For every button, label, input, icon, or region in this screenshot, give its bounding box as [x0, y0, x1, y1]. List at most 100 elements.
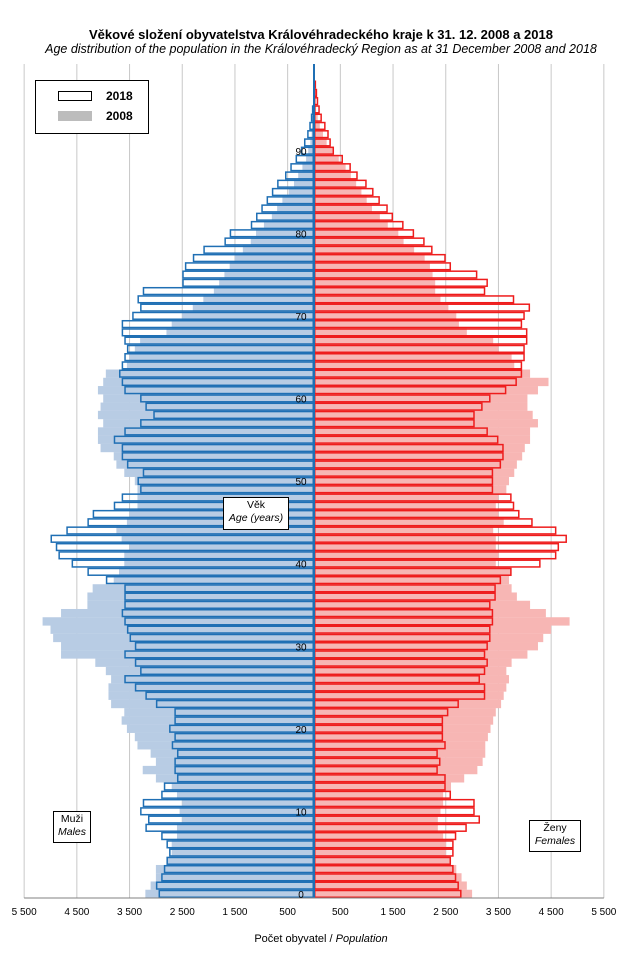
male-bar-2008: [103, 377, 314, 387]
males-label-cz: Muži: [60, 813, 84, 825]
female-bar-2008: [314, 319, 459, 329]
female-bar-2008: [314, 732, 488, 742]
male-bar-2008: [263, 220, 314, 230]
female-bar-2008: [314, 270, 433, 279]
x-axis-title-en: Population: [335, 933, 388, 945]
x-axis-title-sep: /: [326, 933, 336, 945]
female-bar-2008: [314, 361, 515, 370]
male-bar-2008: [150, 749, 314, 758]
male-bar-2008: [171, 319, 314, 329]
male-bar-2008: [250, 237, 314, 246]
male-bar-2008: [229, 262, 314, 271]
male-bar-2008: [182, 798, 314, 808]
female-bar-2008: [314, 468, 515, 477]
male-bar-2008: [124, 468, 314, 477]
female-bar-2008: [314, 551, 499, 560]
male-bar-2008: [166, 328, 314, 337]
y-tick-label: 90: [295, 147, 307, 158]
female-bar-2008: [314, 130, 323, 139]
female-bar-2008: [314, 443, 525, 453]
male-bar-2008: [282, 196, 314, 205]
female-bar-2008: [314, 716, 494, 725]
male-bar-2008: [192, 303, 314, 312]
male-bar-2008: [306, 154, 314, 164]
female-bar-2008: [314, 724, 491, 733]
female-bar-2008: [314, 501, 496, 511]
female-bar-2008: [314, 419, 538, 428]
male-bar-2008: [116, 460, 314, 469]
female-bar-2008: [314, 658, 512, 667]
female-bar-2008: [314, 575, 509, 585]
female-bar-2008: [314, 831, 444, 841]
x-tick-label: 4 500: [539, 907, 564, 918]
age-label-en: Age (years): [228, 512, 284, 524]
male-bar-2008: [124, 708, 314, 717]
x-tick-label: 5 500: [12, 907, 37, 918]
female-bar-2008: [314, 212, 380, 221]
male-bar-2008: [105, 666, 315, 676]
male-bar-2008: [155, 864, 314, 874]
male-bar-2008: [50, 625, 314, 634]
y-tick-label: 0: [298, 890, 304, 901]
male-bar-2008: [176, 823, 314, 833]
female-bar-2008: [314, 600, 531, 610]
male-bar-2008: [179, 807, 314, 816]
females-label: Ženy Females: [529, 820, 581, 852]
male-bar-2008: [155, 873, 314, 882]
female-bar-2008: [314, 691, 504, 700]
x-tick-label: 3 500: [486, 907, 511, 918]
x-tick-label: 4 500: [64, 907, 89, 918]
male-bar-2008: [155, 757, 314, 766]
male-bar-2008: [61, 642, 314, 651]
female-bar-2008: [314, 823, 438, 833]
female-bar-2008: [314, 864, 457, 874]
male-bar-2008: [293, 179, 314, 188]
male-bar-2008: [121, 534, 315, 544]
female-bar-2008: [314, 410, 533, 420]
male-bar-2008: [155, 774, 314, 783]
male-bar-2008: [137, 485, 314, 494]
female-bar-2008: [314, 856, 452, 866]
female-bar-2008: [314, 542, 496, 552]
male-bar-2008: [134, 344, 314, 354]
female-bar-2008: [314, 394, 528, 403]
female-bar-2008: [314, 798, 444, 808]
female-bar-2008: [314, 220, 388, 230]
female-bar-2018: [314, 97, 319, 106]
female-bar-2008: [314, 262, 430, 271]
male-bar-2008: [87, 600, 314, 610]
female-bar-2008: [314, 559, 496, 568]
female-bar-2008: [314, 584, 512, 593]
female-bar-2008: [314, 328, 467, 337]
male-bar-2008: [150, 881, 314, 890]
male-bar-2008: [234, 253, 314, 263]
male-bar-2008: [310, 138, 314, 147]
tick-labels: 0 10 20 30 40 50 60 70 80 90 5 500 4 500 3 500 2 500 1…: [12, 147, 617, 918]
female-bar-2008: [314, 765, 478, 775]
male-bar-2008: [224, 270, 314, 279]
male-bar-2008: [171, 848, 314, 857]
male-bar-2018: [309, 121, 314, 131]
female-bar-2008: [314, 435, 531, 444]
female-bar-2008: [314, 749, 486, 758]
male-bar-2008: [119, 567, 314, 577]
legend-label-2018: 2018: [106, 89, 133, 103]
male-bar-2008: [103, 394, 314, 403]
female-bar-2008: [314, 675, 509, 684]
female-bar-2008: [314, 113, 318, 122]
x-tick-label: 500: [332, 907, 349, 918]
female-bar-2008: [314, 344, 499, 354]
male-bar-2008: [113, 575, 315, 585]
female-bar-2008: [314, 567, 512, 577]
male-bar-2008: [111, 675, 314, 684]
male-bar-2008: [95, 658, 314, 667]
female-bar-2008: [314, 642, 538, 651]
female-bar-2008: [314, 815, 438, 824]
y-tick-label: 20: [295, 725, 307, 736]
male-bar-2008: [111, 699, 314, 709]
male-bar-2008: [108, 691, 314, 700]
male-bar-2008: [145, 889, 314, 899]
male-bar-2008: [176, 831, 314, 841]
x-tick-label: 2 500: [170, 907, 195, 918]
male-bar-2008: [219, 278, 314, 288]
